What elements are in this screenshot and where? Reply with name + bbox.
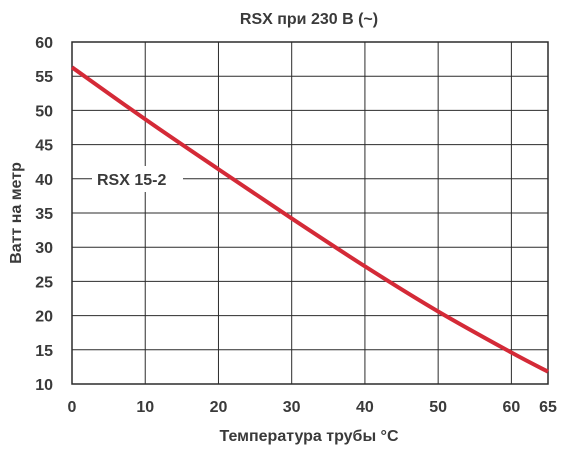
y-tick-label: 40 xyxy=(35,172,53,189)
y-tick-label: 35 xyxy=(35,206,53,223)
y-tick-label: 10 xyxy=(35,377,53,394)
y-axis-tick-labels: 10 15 20 25 30 35 40 45 50 55 60 xyxy=(35,35,53,394)
series-annotation-label: RSX 15-2 xyxy=(97,172,166,189)
x-tick-label: 10 xyxy=(136,399,154,416)
y-axis-label: Ватт на метр xyxy=(8,162,25,264)
y-tick-label: 55 xyxy=(35,69,53,86)
x-tick-label: 65 xyxy=(539,399,557,416)
y-tick-label: 30 xyxy=(35,240,53,257)
series-layer xyxy=(70,65,549,374)
y-tick-label: 50 xyxy=(35,103,53,120)
x-tick-label: 40 xyxy=(356,399,374,416)
y-tick-label: 45 xyxy=(35,138,53,155)
x-axis-tick-labels: 0 10 20 30 40 50 60 65 xyxy=(68,399,557,416)
x-tick-label: 30 xyxy=(283,399,301,416)
x-axis-label: Температура трубы °C xyxy=(219,428,398,445)
x-tick-label: 20 xyxy=(210,399,228,416)
y-tick-label: 25 xyxy=(35,274,53,291)
x-tick-label: 50 xyxy=(429,399,447,416)
vertical-gridlines xyxy=(144,42,512,384)
y-tick-label: 15 xyxy=(35,343,53,360)
y-tick-label: 20 xyxy=(35,309,53,326)
x-tick-label: 0 xyxy=(68,399,77,416)
chart-title: RSX при 230 В (~) xyxy=(240,11,378,28)
annotation-background xyxy=(92,166,183,192)
series-line-rsx-15-2 xyxy=(70,65,549,374)
x-tick-label: 60 xyxy=(502,399,520,416)
y-tick-label: 60 xyxy=(35,35,53,52)
